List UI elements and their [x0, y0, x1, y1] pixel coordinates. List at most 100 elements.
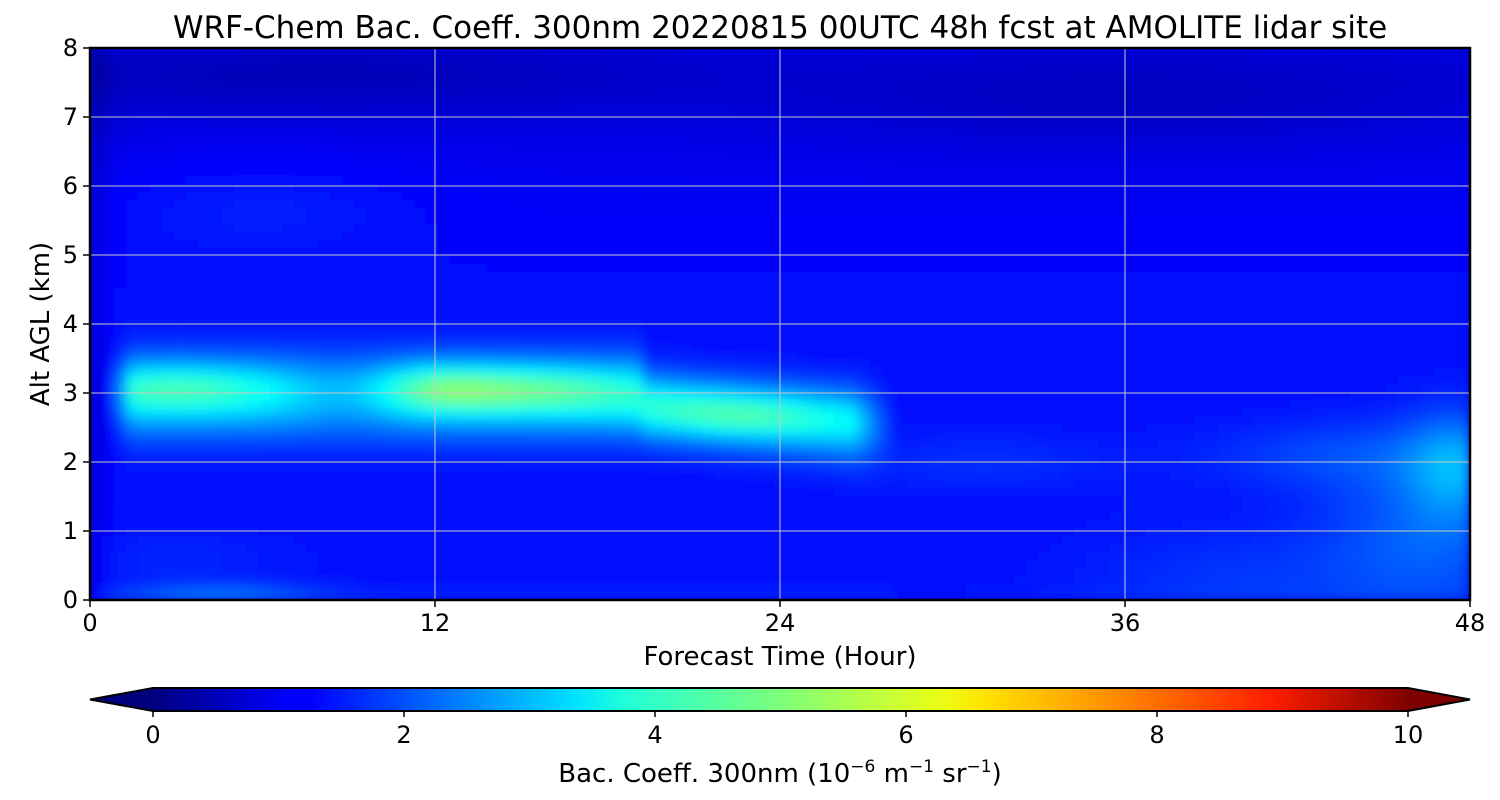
field-cell — [498, 360, 511, 369]
field-cell — [606, 128, 619, 137]
field-cell — [582, 472, 595, 481]
field-cell — [894, 368, 907, 377]
field-cell — [210, 280, 223, 289]
field-cell — [714, 528, 727, 537]
field-cell — [702, 360, 715, 369]
field-cell — [798, 328, 811, 337]
field-cell — [786, 120, 799, 129]
field-cell — [90, 528, 103, 537]
field-cell — [282, 432, 295, 441]
field-cell — [558, 376, 571, 385]
field-cell — [738, 384, 751, 393]
field-cell — [606, 304, 619, 313]
field-cell — [390, 184, 403, 193]
field-cell — [294, 336, 307, 345]
field-cell — [798, 176, 811, 185]
field-cell — [858, 120, 871, 129]
field-cell — [666, 80, 679, 89]
field-cell — [462, 184, 475, 193]
field-cell — [702, 504, 715, 513]
field-cell — [546, 96, 559, 105]
field-cell — [234, 360, 247, 369]
field-cell — [138, 232, 151, 241]
field-cell — [366, 400, 379, 409]
field-cell — [798, 360, 811, 369]
field-cell — [762, 240, 775, 249]
field-cell — [882, 392, 895, 401]
field-cell — [666, 488, 679, 497]
field-cell — [354, 592, 367, 600]
field-cell — [426, 456, 439, 465]
field-cell — [378, 232, 391, 241]
field-cell — [138, 488, 151, 497]
field-cell — [834, 216, 847, 225]
field-cell — [102, 504, 115, 513]
field-cell — [570, 80, 583, 89]
field-cell — [474, 88, 487, 97]
field-cell — [606, 480, 619, 489]
field-cell — [498, 568, 511, 577]
field-cell — [474, 80, 487, 89]
field-cell — [138, 192, 151, 201]
field-cell — [366, 304, 379, 313]
field-cell — [630, 392, 643, 401]
field-cell — [222, 112, 235, 121]
field-cell — [666, 584, 679, 593]
field-cell — [582, 344, 595, 353]
field-cell — [486, 416, 499, 425]
field-cell — [882, 488, 895, 497]
field-cell — [378, 112, 391, 121]
field-cell — [342, 128, 355, 137]
field-cell — [210, 544, 223, 553]
field-cell — [666, 592, 679, 600]
field-cell — [246, 80, 259, 89]
field-cell — [558, 512, 571, 521]
field-cell — [138, 80, 151, 89]
field-cell — [558, 392, 571, 401]
field-cell — [126, 568, 139, 577]
field-cell — [894, 224, 907, 233]
field-cell — [486, 560, 499, 569]
field-cell — [474, 520, 487, 529]
field-cell — [546, 544, 559, 553]
field-cell — [270, 504, 283, 513]
field-cell — [690, 112, 703, 121]
field-cell — [858, 312, 871, 321]
field-cell — [414, 192, 427, 201]
field-cell — [702, 568, 715, 577]
field-cell — [318, 584, 331, 593]
field-cell — [306, 584, 319, 593]
field-cell — [402, 584, 415, 593]
field-cell — [90, 56, 103, 65]
field-cell — [654, 224, 667, 233]
field-cell — [354, 168, 367, 177]
field-cell — [666, 456, 679, 465]
field-cell — [582, 464, 595, 473]
field-cell — [210, 112, 223, 121]
field-cell — [90, 72, 103, 81]
field-cell — [102, 496, 115, 505]
field-cell — [330, 232, 343, 241]
field-cell — [234, 392, 247, 401]
field-cell — [918, 152, 931, 161]
field-cell — [522, 232, 535, 241]
field-cell — [198, 560, 211, 569]
field-cell — [174, 312, 187, 321]
field-cell — [414, 536, 427, 545]
field-cell — [138, 432, 151, 441]
field-cell — [558, 336, 571, 345]
field-cell — [762, 576, 775, 585]
field-cell — [210, 296, 223, 305]
field-cell — [558, 576, 571, 585]
field-cell — [210, 160, 223, 169]
field-cell — [498, 480, 511, 489]
field-cell — [918, 288, 931, 297]
field-cell — [642, 280, 655, 289]
field-cell — [678, 152, 691, 161]
field-cell — [726, 160, 739, 169]
field-cell — [762, 272, 775, 281]
field-cell — [570, 56, 583, 65]
field-cell — [702, 176, 715, 185]
field-cell — [882, 96, 895, 105]
field-cell — [750, 568, 763, 577]
